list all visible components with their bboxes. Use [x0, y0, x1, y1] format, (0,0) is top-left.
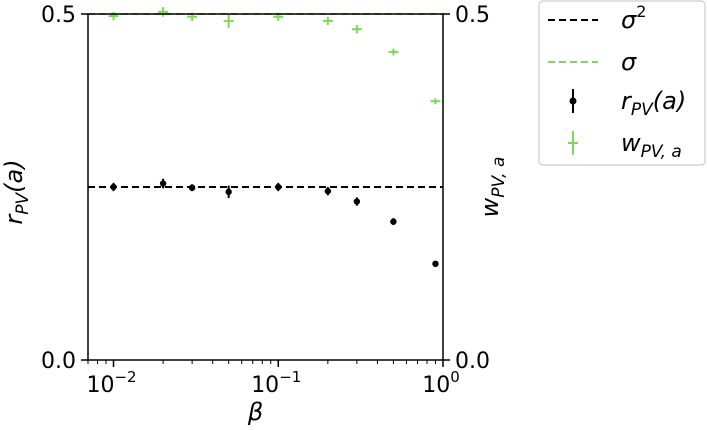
x-tick-exponent: −1 — [279, 368, 301, 386]
y-left-label-subscript: PV — [13, 191, 33, 214]
y-right-tick-label: 0.0 — [455, 349, 490, 374]
x-tick-exponent: −2 — [114, 368, 136, 386]
y-right-axis-label: wPV, a — [476, 157, 509, 218]
legend-point-handle — [569, 97, 577, 105]
x-axis-ticks: 10−2 10−1 100 — [86, 360, 460, 398]
legend-box — [538, 0, 706, 166]
series-layer — [108, 7, 441, 268]
x-tick-base: 10 — [251, 373, 279, 398]
x-tick-label: 100 — [422, 368, 460, 398]
y-right-label-subscript: PV, a — [489, 157, 509, 198]
y-axis-right-ticks: 0.0 0.5 — [443, 3, 490, 374]
x-tick-base: 10 — [422, 373, 450, 398]
x-tick-label: 10−1 — [251, 368, 301, 398]
y-right-tick-label: 0.5 — [455, 3, 490, 28]
legend-entry-label: rPV(a) — [621, 87, 686, 120]
x-tick-exponent: 0 — [450, 368, 460, 386]
r-data-point — [275, 183, 282, 191]
legend-label-base: r — [621, 87, 633, 115]
legend-entry-label: wPV, a — [621, 129, 682, 162]
x-axis-label: β — [247, 398, 263, 426]
x-tick-label: 10−2 — [86, 368, 136, 398]
r-data-point — [390, 218, 397, 225]
axis-labels: β rPV(a) wPV, a — [0, 157, 509, 426]
y-left-tick-label: 0.0 — [41, 349, 76, 374]
r-data-point — [159, 180, 167, 187]
r-data-point — [353, 198, 361, 205]
r-data-point — [188, 184, 196, 191]
r-data-point — [110, 183, 117, 191]
y-left-tick-label: 0.5 — [41, 3, 76, 28]
plot-area-frame — [87, 13, 444, 361]
x-tick-base: 10 — [86, 373, 114, 398]
y-right-label-base: w — [476, 197, 504, 217]
legend-label-base: σ — [621, 6, 637, 34]
legend-label-base: σ — [621, 48, 637, 76]
legend-entry-label: σ2 — [621, 2, 646, 34]
legend-label-base: w — [621, 129, 641, 157]
r-data-point — [225, 188, 232, 196]
y-axis-left-ticks: 0.0 0.5 — [41, 3, 88, 374]
r-data-point — [324, 187, 332, 195]
legend-label-superscript: 2 — [636, 2, 646, 21]
y-left-label-base: r — [0, 213, 28, 225]
reference-lines — [88, 13, 443, 188]
legend-label-suffix: (a) — [653, 87, 686, 115]
legend-label-subscript: PV, a — [641, 142, 682, 162]
legend-entry-label: σ — [621, 48, 637, 76]
legend-label-subscript: PV — [631, 100, 654, 120]
y-left-axis-label: rPV(a) — [0, 159, 33, 224]
y-left-label-suffix: (a) — [0, 159, 28, 192]
r-data-point — [432, 260, 439, 268]
